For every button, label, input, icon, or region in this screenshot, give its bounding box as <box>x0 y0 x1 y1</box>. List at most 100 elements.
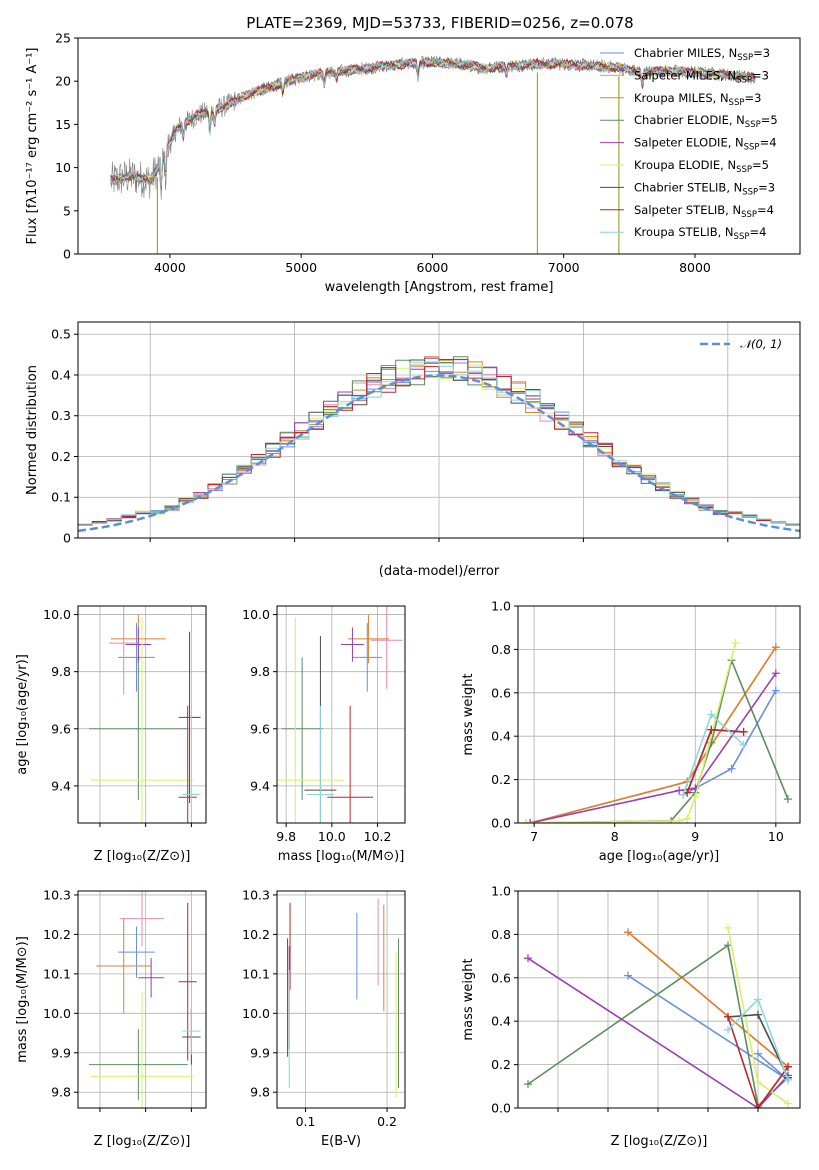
series-point <box>707 710 716 719</box>
y-tick-label: 9.9 <box>250 1045 270 1060</box>
x-tick-label: 4000 <box>154 260 186 275</box>
y-tick-label: 0.8 <box>491 642 511 657</box>
x-axis-label: Z [log₁₀(Z/Z⊙)] <box>94 849 191 864</box>
y-tick-label: 10.3 <box>242 887 270 902</box>
axes-frame <box>517 890 801 1109</box>
series-point <box>754 1010 762 1019</box>
legend-suffix: =3 <box>752 68 769 82</box>
y-tick-label: 9.8 <box>250 1085 270 1100</box>
legend-subscript: SSP <box>736 75 752 85</box>
legend-entry-2: Kroupa MILES, NSSP=3 <box>634 91 761 108</box>
series-point <box>526 819 535 823</box>
y-tick-label: 10.0 <box>242 1006 270 1021</box>
y-tick-label: 9.4 <box>51 778 71 793</box>
series-point <box>784 1099 792 1108</box>
legend-suffix: =5 <box>761 113 778 127</box>
axes-frame <box>276 605 406 824</box>
y-tick-label: 0.1 <box>51 490 71 505</box>
series-point <box>679 790 688 799</box>
series-point <box>754 995 762 1004</box>
axes-frame <box>77 890 207 1109</box>
y-tick-label: 0.6 <box>491 685 511 700</box>
x-tick-label: 8000 <box>679 260 711 275</box>
x-axis-label: Z [log₁₀(Z/Z⊙)] <box>611 1134 708 1149</box>
series-point <box>771 643 780 652</box>
axes-frame <box>77 605 207 824</box>
x-tick-label: 7000 <box>548 260 580 275</box>
plot-area <box>287 898 399 1099</box>
series-point <box>707 725 716 734</box>
legend-subscript: SSP <box>745 120 761 130</box>
plot-area <box>522 638 792 823</box>
mass-vs-ebv-panel: 0.1 0.2 9.8 9.9 10.0 10.1 10.2 10.3 E(B-V) <box>242 887 406 1149</box>
y-tick-label: 0.4 <box>491 1014 511 1029</box>
y-tick-label: 9.8 <box>51 1085 71 1100</box>
y-tick-label: 0.0 <box>491 816 511 831</box>
plot-area <box>88 606 201 823</box>
normal-reference-line <box>78 374 800 533</box>
y-tick-label: 9.6 <box>250 721 270 736</box>
y-tick-label: 15 <box>55 117 71 132</box>
x-tick-label: 10.2 <box>364 829 392 844</box>
y-tick-label: 1.0 <box>491 884 511 899</box>
figure-title: PLATE=2369, MJD=53733, FIBERID=0256, z=0… <box>246 14 633 32</box>
model-spectrum-line <box>110 57 756 187</box>
series-point <box>731 638 740 647</box>
x-tick-label: 9 <box>691 829 699 844</box>
y-tick-label: 0.6 <box>491 970 511 985</box>
legend-suffix: =4 <box>757 203 774 217</box>
x-tick-label: 0.1 <box>296 1114 316 1129</box>
y-tick-label: 10 <box>55 160 71 175</box>
series-point <box>771 669 780 678</box>
axes-frame <box>276 890 406 1109</box>
model-spectrum-line <box>110 57 756 190</box>
legend-suffix: =3 <box>758 180 775 194</box>
legend-subscript: SSP <box>741 210 757 220</box>
x-tick-label: 5000 <box>285 260 317 275</box>
series-point <box>724 1012 732 1021</box>
legend-subscript: SSP <box>736 165 752 175</box>
y-axis-label: age [log₁₀(age/yr)] <box>15 654 30 775</box>
x-tick-label: 10.0 <box>318 829 346 844</box>
series-point <box>754 1077 762 1086</box>
series-point <box>724 923 732 932</box>
y-tick-label: 10.3 <box>43 887 71 902</box>
x-tick-label: 6000 <box>417 260 449 275</box>
plot-area <box>524 923 792 1108</box>
y-tick-label: 9.4 <box>250 778 270 793</box>
y-tick-label: 0.3 <box>51 408 71 423</box>
mass-weight-vs-age-panel: 7 8 9 10 0.0 0.2 0.4 0.6 0.8 1.0 age [log₁₀(age/yr… <box>461 599 801 864</box>
x-tick-label: 0.2 <box>377 1114 397 1129</box>
y-axis-label: mass [log₁₀(M/M⊙)] <box>15 936 30 1063</box>
series-point <box>784 1075 792 1084</box>
y-tick-label: 9.8 <box>51 664 71 679</box>
y-tick-label: 9.9 <box>51 1045 71 1060</box>
legend-label: 𝒩(0, 1) <box>740 337 782 351</box>
y-tick-label: 1.0 <box>491 599 511 614</box>
x-axis-label: E(B-V) <box>321 1134 361 1149</box>
series-point <box>739 740 748 749</box>
x-tick-label: 8 <box>611 829 619 844</box>
plot-area <box>88 891 201 1108</box>
legend-text: Salpeter ELODIE, N <box>634 136 744 150</box>
legend-subscript: SSP <box>744 143 760 153</box>
y-tick-label: 10.1 <box>43 966 71 981</box>
legend-entry-8: Kroupa STELIB, NSSP=4 <box>634 225 766 242</box>
y-tick-label: 10.2 <box>242 927 270 942</box>
plot-area <box>277 606 403 823</box>
y-tick-label: 10.0 <box>43 607 71 622</box>
x-tick-label: 10 <box>768 829 784 844</box>
y-tick-label: 0.5 <box>51 327 71 342</box>
legend-entry-4: Salpeter ELODIE, NSSP=4 <box>634 136 777 153</box>
legend-text: Salpeter MILES, N <box>634 68 736 82</box>
y-axis-label: Flux [fλ10⁻¹⁷ erg cm⁻² s⁻¹ A⁻¹] <box>25 48 40 245</box>
x-axis-label: mass [log₁₀(M/M⊙)] <box>278 849 405 864</box>
legend-subscript: SSP <box>737 53 753 63</box>
x-axis-label: wavelength [Angstrom, rest frame] <box>325 280 554 295</box>
legend-suffix: =3 <box>744 91 761 105</box>
legend-subscript: SSP <box>729 98 745 108</box>
series-point <box>783 795 792 804</box>
series-point <box>675 816 684 823</box>
y-axis-label: Normed distribution <box>25 365 40 495</box>
